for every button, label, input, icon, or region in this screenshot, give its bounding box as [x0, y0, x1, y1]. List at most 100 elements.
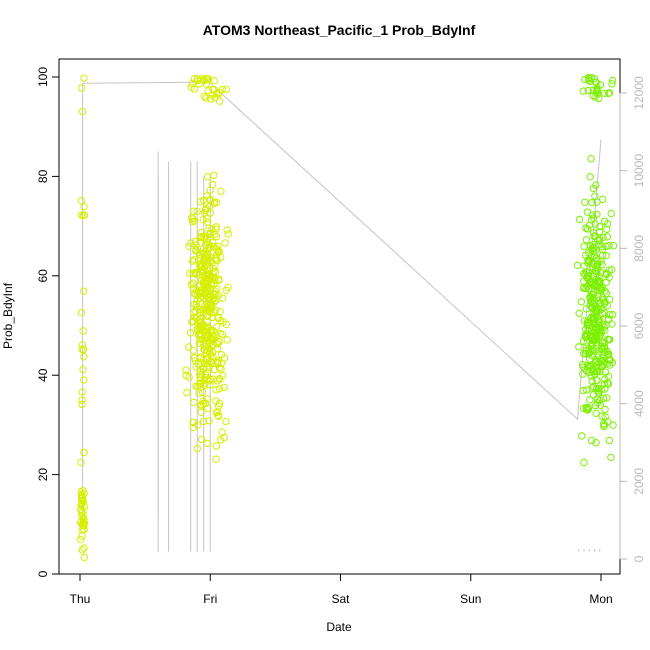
data-point [604, 315, 613, 323]
y2-tick-label: 2000 [632, 468, 646, 495]
data-point [215, 385, 224, 393]
data-point [588, 436, 596, 445]
data-point [193, 286, 201, 295]
data-point [193, 296, 201, 304]
data-point [214, 412, 223, 420]
data-point [194, 327, 202, 335]
data-point [577, 298, 586, 306]
x-axis: Thu Fri Sat Sun Mon [70, 573, 613, 606]
data-point [598, 243, 606, 251]
data-point [212, 397, 220, 405]
data-point [595, 94, 603, 103]
data-point [575, 309, 583, 318]
data-point [604, 417, 612, 426]
data-point [201, 76, 209, 85]
count-line [82, 76, 602, 528]
data-point [195, 80, 203, 88]
data-point [219, 371, 227, 380]
data-point [221, 239, 229, 247]
data-point [609, 241, 618, 250]
data-point [199, 215, 207, 224]
y2-tick-label: 10000 [632, 154, 646, 188]
data-point [202, 94, 210, 102]
x-tick-label: Sat [331, 592, 350, 606]
data-point [216, 307, 224, 316]
data-point [182, 366, 190, 374]
data-point [584, 86, 592, 95]
data-point [206, 196, 214, 204]
data-point [206, 229, 214, 238]
data-point [200, 250, 209, 258]
y2-tick-label: 8000 [632, 235, 646, 262]
y-axis-label: Prob_BdyInf [1, 282, 15, 349]
data-point [79, 211, 87, 220]
data-point [206, 95, 215, 103]
data-point [601, 217, 609, 225]
data-point [78, 532, 86, 540]
data-point [188, 318, 196, 326]
data-point [575, 215, 584, 224]
data-point [76, 535, 85, 544]
data-point [196, 322, 204, 331]
y-tick-label: 40 [36, 368, 50, 382]
data-point [598, 261, 606, 269]
data-point [199, 365, 208, 373]
data-point [581, 325, 590, 334]
data-point [587, 372, 595, 380]
data-point [190, 309, 198, 317]
data-point [593, 376, 601, 384]
data-point [588, 377, 596, 385]
data-point [594, 386, 603, 395]
data-point [593, 353, 602, 361]
data-point [187, 280, 196, 289]
data-point [215, 338, 223, 346]
data-point [203, 317, 211, 325]
data-point [589, 368, 598, 376]
data-point [208, 335, 216, 344]
data-point [189, 346, 197, 354]
data-point [79, 365, 87, 374]
data-point [597, 305, 605, 314]
data-point [189, 215, 197, 223]
data-point [197, 408, 205, 416]
data-point [79, 497, 88, 506]
data-point [223, 336, 231, 344]
data-point [603, 350, 612, 359]
y-tick-label: 20 [36, 468, 50, 482]
data-point [601, 368, 610, 376]
data-point [581, 251, 590, 259]
y-tick-label: 0 [36, 570, 50, 577]
y2-tick-label: 4000 [632, 390, 646, 417]
data-point [209, 308, 218, 316]
data-point [206, 233, 214, 241]
data-point [591, 93, 599, 101]
data-point [207, 279, 216, 287]
data-point [190, 74, 199, 83]
data-point [598, 251, 607, 259]
data-point [77, 308, 86, 317]
y-tick-label: 80 [36, 169, 50, 183]
data-point [186, 269, 194, 277]
data-point [596, 401, 605, 409]
data-point [214, 90, 222, 98]
data-point [593, 265, 601, 273]
data-point [217, 351, 226, 359]
data-point [212, 442, 221, 450]
data-point [212, 198, 221, 207]
data-point [582, 403, 591, 412]
data-point [603, 302, 611, 310]
data-point [192, 300, 200, 309]
data-point [189, 284, 197, 292]
data-point [199, 305, 208, 314]
data-point [212, 225, 220, 233]
data-point [605, 266, 613, 274]
data-point [193, 270, 201, 279]
data-point [602, 242, 610, 250]
data-point [590, 282, 598, 290]
data-point [215, 97, 224, 105]
data-point [602, 394, 611, 402]
data-point [593, 361, 601, 369]
data-point [199, 399, 208, 408]
data-point [600, 89, 609, 97]
